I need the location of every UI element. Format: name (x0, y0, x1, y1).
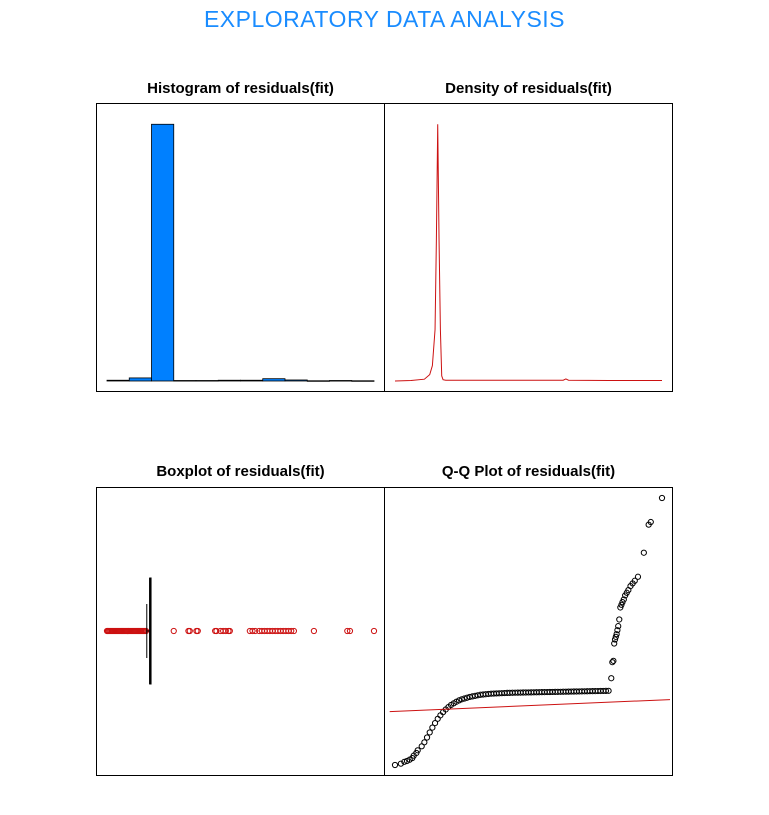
histogram-bar (151, 123, 175, 382)
qq-point (602, 687, 610, 694)
boxplot-outlier (290, 627, 297, 635)
qq-plot-chart (384, 487, 673, 776)
density-chart (384, 103, 673, 392)
qq-point (423, 734, 431, 741)
boxplot-chart (96, 487, 385, 776)
qq-point (612, 633, 619, 640)
histogram-bar (262, 378, 286, 382)
boxplot-outlier (226, 627, 233, 635)
qq-point (615, 623, 622, 630)
qq-point (631, 577, 638, 584)
boxplot-outlier (194, 627, 201, 635)
boxplot-outlier (170, 627, 177, 635)
qq-point (647, 518, 654, 526)
boxplot-outlier (249, 627, 256, 635)
boxplot-outlier (186, 627, 193, 635)
qq-point (609, 659, 616, 666)
boxplot-outlier (222, 627, 229, 635)
qq-point (401, 758, 408, 765)
qq-point (614, 627, 621, 634)
qq-point (611, 640, 618, 647)
histogram-chart (96, 103, 385, 392)
qq-point (434, 715, 441, 722)
qq-point (610, 657, 617, 664)
histogram-bar (240, 379, 264, 382)
qq-point (608, 675, 615, 682)
boxplot-outlier (344, 627, 351, 635)
histogram-bar (306, 380, 330, 382)
boxplot-outlier (213, 627, 220, 635)
boxplot-outlier (310, 627, 318, 635)
histogram-bar (351, 380, 375, 382)
histogram-bar (106, 379, 130, 382)
qq-point (620, 596, 627, 603)
histogram-bar (329, 380, 353, 382)
qq-point (616, 616, 623, 623)
qq-point (391, 761, 399, 769)
boxplot-title: Boxplot of residuals(fit) (156, 463, 325, 480)
qq-point (634, 573, 642, 580)
plot-frame (96, 103, 385, 392)
boxplot-outlier (288, 627, 295, 635)
qq-point (431, 719, 439, 727)
histogram-bar (284, 379, 308, 382)
boxplot-outlier (346, 627, 354, 635)
qq-point (658, 494, 666, 502)
qq-point (421, 739, 428, 746)
qq-reference-line (389, 699, 671, 713)
qq-plot-title: Q-Q Plot of residuals(fit) (441, 463, 616, 480)
boxplot-outlier (252, 627, 259, 635)
boxplot-outlier (370, 627, 378, 635)
qq-point (414, 747, 421, 754)
plot-frame (384, 487, 673, 776)
histogram-title: Histogram of residuals(fit) (147, 80, 334, 97)
histogram-bar (128, 377, 152, 382)
qq-point (429, 724, 436, 731)
density-title: Density of residuals(fit) (445, 80, 612, 97)
qq-point (640, 549, 647, 556)
qq-point (611, 636, 619, 643)
qq-point (461, 695, 468, 702)
page-title: EXPLORATORY DATA ANALYSIS (203, 6, 566, 32)
qq-point (605, 687, 612, 694)
qq-point (613, 631, 620, 638)
histogram-bar (195, 380, 219, 382)
histogram-bar (217, 379, 241, 382)
qq-point (397, 760, 404, 767)
density-line (394, 124, 662, 382)
plot-frame (384, 103, 673, 392)
histogram-bar (173, 380, 197, 382)
qq-point (426, 729, 433, 736)
qq-point (458, 696, 465, 703)
